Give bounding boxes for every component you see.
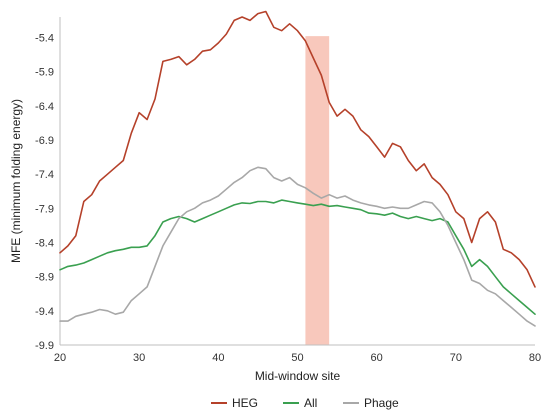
x-tick-label: 30 — [133, 352, 145, 364]
legend-label: Phage — [364, 396, 399, 410]
series-lines — [59, 10, 536, 327]
series-line-heg — [59, 10, 536, 288]
y-tick-label: -8.9 — [35, 272, 54, 284]
y-tick-label: -6.9 — [35, 135, 54, 147]
x-tick-label: 50 — [291, 352, 303, 364]
legend-item-all: All — [283, 396, 317, 410]
series-line-all — [59, 199, 536, 316]
y-tick-label: -5.4 — [35, 33, 54, 45]
axes — [59, 17, 535, 346]
y-tick-label: -8.4 — [35, 238, 54, 250]
x-tick-label: 40 — [212, 352, 224, 364]
legend-item-phage: Phage — [343, 396, 399, 410]
y-tick-label: -5.9 — [35, 67, 54, 79]
x-tick-label: 70 — [450, 352, 462, 364]
x-tick-label: 80 — [529, 352, 541, 364]
legend-item-heg: HEG — [211, 396, 258, 410]
y-axis-title: MFE (minimum folding energy) — [9, 99, 23, 263]
y-tick-labels: -5.4 -5.9 -6.4 -6.9 -7.4 -7.9 -8.4 -8.9 -9.4 -9.9 — [35, 33, 54, 353]
legend-label: HEG — [232, 396, 258, 410]
y-tick-label: -6.4 — [35, 101, 54, 113]
series-line-phage — [59, 166, 536, 327]
y-tick-label: -7.4 — [35, 169, 54, 181]
y-tick-label: -9.4 — [35, 306, 54, 318]
highlight-band — [305, 36, 330, 346]
legend-label: All — [304, 396, 317, 410]
highlight-band-layer — [305, 36, 330, 346]
x-axis-title: Mid-window site — [255, 369, 341, 383]
legend: HEG All Phage — [211, 396, 399, 410]
x-tick-label: 20 — [54, 352, 66, 364]
y-tick-label: -9.9 — [35, 340, 54, 352]
x-tick-labels: 20 30 40 50 60 70 80 — [54, 352, 541, 364]
y-tick-label: -7.9 — [35, 203, 54, 215]
x-tick-label: 60 — [371, 352, 383, 364]
